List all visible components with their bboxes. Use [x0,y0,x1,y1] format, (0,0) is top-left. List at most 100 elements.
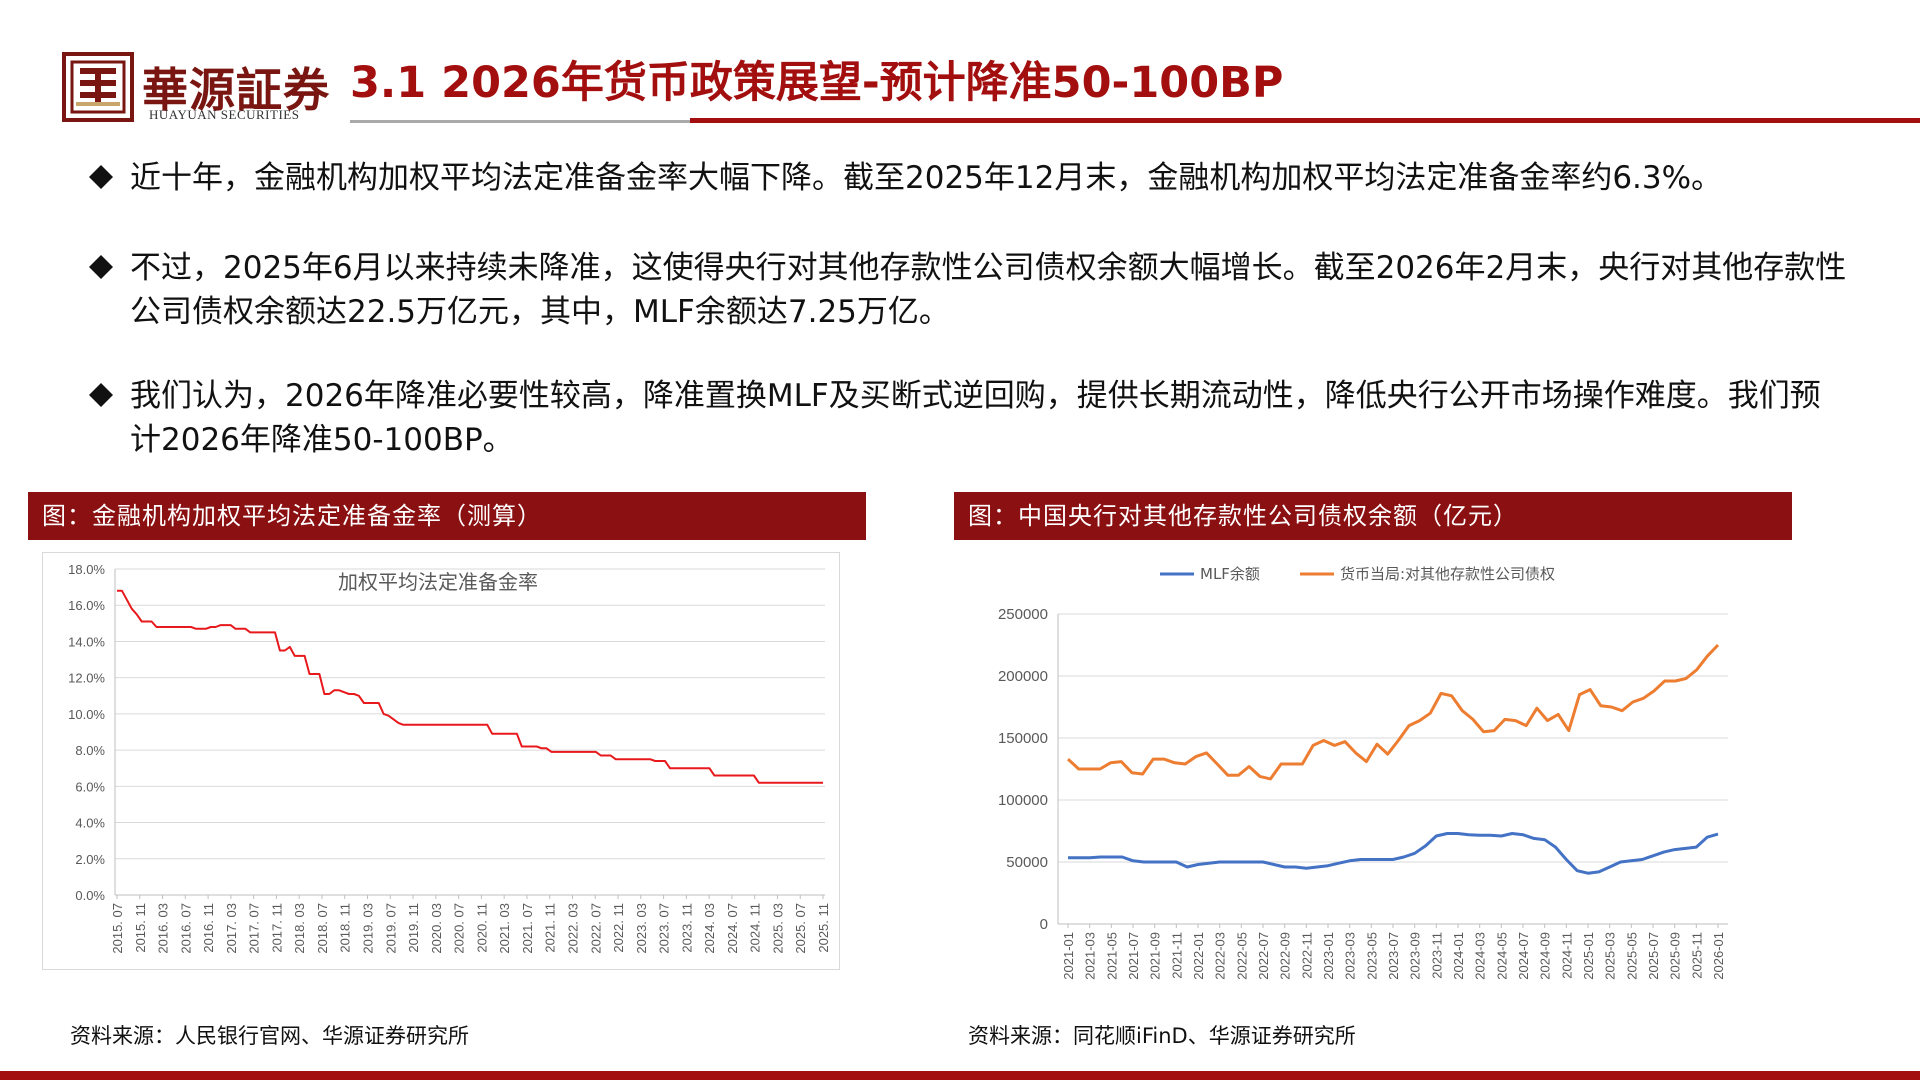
x-tick-label: 2025-11 [1689,932,1704,979]
x-tick-label: 2021. 03 [497,903,512,954]
x-tick-label: 2025. 07 [793,903,808,954]
x-tick-label: 2024-03 [1473,932,1488,980]
y-tick-label: 14.0% [68,634,105,649]
x-tick-label: 2021. 07 [520,903,535,954]
x-tick-label: 2022-11 [1299,932,1314,979]
x-tick-label: 2020. 07 [452,903,467,954]
chart-title: 加权平均法定准备金率 [338,570,538,594]
central-bank-claims-line-chart: 250000 200000 150000 100000 50000 0 2021-01 202… [998,565,1728,980]
left-panel-title: 图：金融机构加权平均法定准备金率（测算） [28,492,866,540]
x-tick-label: 2025-05 [1624,932,1639,980]
y-tick-label: 2.0% [75,852,105,867]
x-tick-label: 2017. 07 [247,903,262,954]
x-tick-label: 2025. 03 [770,903,785,954]
y-tick-label: 0 [1040,916,1048,933]
x-tick-label: 2019. 07 [383,903,398,954]
x-tick-label: 2021-01 [1061,932,1076,980]
legend-label: 货币当局:对其他存款性公司债权 [1340,565,1555,583]
x-tick-label: 2022. 07 [588,903,603,954]
x-tick-label: 2022-05 [1234,932,1249,980]
page-title: 3.1 2026年货币政策展望-预计降准50-100BP [350,58,1284,108]
x-tick-label: 2025-01 [1581,932,1596,980]
x-tick-label: 2021-11 [1169,932,1184,979]
x-tick-label: 2023-03 [1343,932,1358,980]
x-tick-label: 2024. 11 [748,903,763,953]
logo-text-en: HUAYUAN SECURITIES [149,107,300,122]
x-tick-label: 2022. 11 [611,903,626,953]
y-tick-label: 250000 [998,606,1048,623]
bullet-text: 我们认为，2026年降准必要性较高，降准置换MLF及买断式逆回购，提供长期流动性… [130,378,1821,458]
x-tick-label: 2023. 03 [634,903,649,954]
footer-bar [0,1071,1920,1080]
x-tick-label: 2024-07 [1516,932,1531,980]
header: 華源証券 HUAYUAN SECURITIES 3.1 2026年货币政策展望-… [0,0,1920,130]
x-tick-label: 2020. 11 [474,903,489,953]
x-tick-label: 2015. 07 [110,903,125,954]
y-tick-label: 100000 [998,792,1048,809]
x-tick-label: 2023-07 [1386,932,1401,980]
x-tick-label: 2021-07 [1126,932,1141,980]
x-tick-label: 2023. 07 [657,903,672,954]
x-tick-label: 2023-05 [1364,932,1379,980]
diamond-bullet-icon [89,255,113,279]
x-tick-label: 2016. 03 [156,903,171,954]
series-line-1 [1068,832,1719,875]
x-tick-label: 2023-09 [1408,932,1423,980]
left-chart-frame: 18.0% 16.0% 14.0% 12.0% 10.0% 8.0% 6.0% 4.0% 2.0… [42,552,840,970]
x-tick-label: 2025-03 [1603,932,1618,980]
y-tick-label: 0.0% [75,888,105,903]
x-tick-label: 2026-01 [1711,932,1726,980]
bullet-text: 不过，2025年6月以来持续未降准，这使得央行对其他存款性公司债权余额大幅增长。… [130,250,1847,330]
x-tick-label: 2025. 11 [816,903,831,953]
x-tick-label: 2022-01 [1191,932,1206,980]
x-tick-label: 2022-03 [1213,932,1228,980]
left-panel-source: 资料来源：人民银行官网、华源证券研究所 [70,1024,469,1048]
x-tick-label: 2024-05 [1494,932,1509,980]
y-tick-label: 18.0% [68,562,105,577]
series-line-2 [1066,643,1720,781]
y-tick-label: 8.0% [75,743,105,758]
y-tick-label: 200000 [998,668,1048,685]
x-tick-label: 2024. 07 [725,903,740,954]
x-tick-label: 2018. 11 [338,903,353,953]
x-tick-label: 2021. 11 [543,903,558,953]
x-tick-label: 2025-09 [1668,932,1683,980]
x-tick-label: 2019. 03 [361,903,376,954]
x-tick-label: 2024-11 [1559,932,1574,979]
x-tick-label: 2023. 11 [679,903,694,953]
x-tick-label: 2017. 03 [224,903,239,954]
y-tick-label: 4.0% [75,816,105,831]
x-tick-label: 2024. 03 [702,903,717,954]
y-tick-label: 16.0% [68,598,105,613]
y-tick-label: 10.0% [68,707,105,722]
x-tick-label: 2021-09 [1148,932,1163,980]
x-tick-label: 2021-03 [1083,932,1098,980]
x-tick-label: 2020. 03 [429,903,444,954]
huayuan-logo-icon [62,52,134,122]
x-tick-label: 2016. 11 [201,903,216,953]
x-tick-label: 2024-09 [1538,932,1553,980]
x-tick-label: 2018. 03 [292,903,307,954]
x-tick-label: 2023-01 [1321,932,1336,980]
diamond-bullet-icon [89,165,113,189]
x-tick-label: 2019. 11 [406,903,421,953]
logo-text-cn: 華源証券 [142,63,330,117]
y-tick-label: 50000 [1006,854,1048,871]
y-tick-label: 150000 [998,730,1048,747]
bullet-text: 近十年，金融机构加权平均法定准备金率大幅下降。截至2025年12月末，金融机构加… [130,160,1723,196]
right-panel-source: 资料来源：同花顺iFinD、华源证券研究所 [968,1024,1356,1048]
series-line-1 [117,589,823,784]
x-tick-label: 2021-05 [1104,932,1119,980]
x-tick-label: 2015. 11 [133,903,148,953]
legend-label: MLF余额 [1200,565,1260,583]
header-divider-red [690,118,1920,123]
x-tick-label: 2023-11 [1429,932,1444,979]
x-tick-label: 2025-07 [1646,932,1661,980]
header-divider-grey [350,120,690,123]
diamond-bullet-icon [89,383,113,407]
x-tick-label: 2022-09 [1278,932,1293,980]
rrr-line-chart: 18.0% 16.0% 14.0% 12.0% 10.0% 8.0% 6.0% 4.0% 2.0… [68,562,831,954]
y-tick-label: 6.0% [75,779,105,794]
x-tick-label: 2017. 11 [269,903,284,953]
x-tick-label: 2018. 07 [315,903,330,954]
